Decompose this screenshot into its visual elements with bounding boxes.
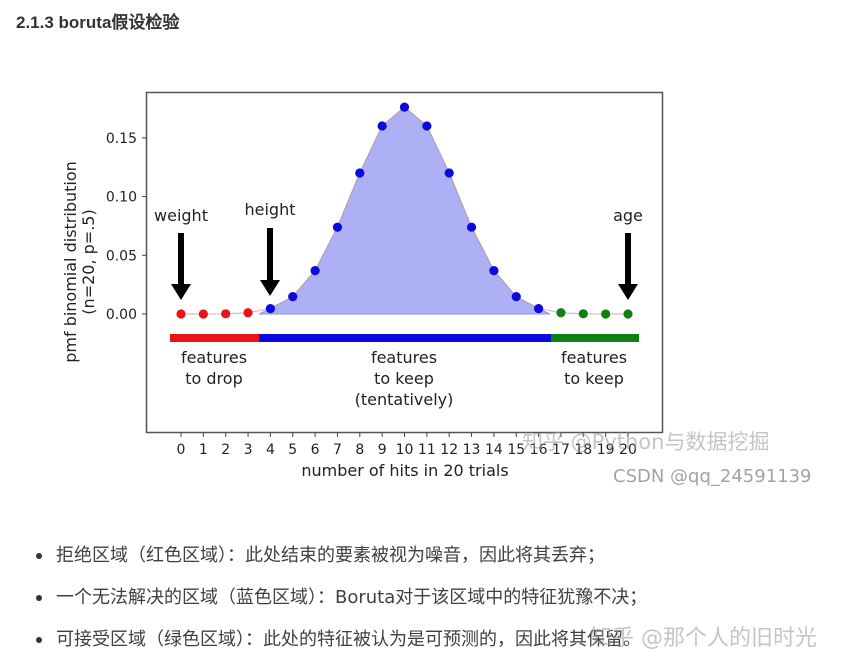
svg-text:weight: weight [154,206,208,225]
watermark-zhihu-chart: 知乎 @Python与数据挖掘 [522,430,770,454]
data-point [399,102,410,112]
bullet-icon [36,553,42,559]
svg-text:features: features [561,348,627,367]
svg-text:to keep: to keep [564,369,624,388]
data-point [511,292,521,302]
region-bar [170,334,259,342]
svg-text:20: 20 [619,442,637,458]
y-axis-label: pmf binomial distribution (n=20, p=.5) [61,161,98,363]
data-point [556,308,566,318]
region-label: features to drop [181,348,247,388]
region-description-list: 拒绝区域（红色区域）：此处结束的要素被视为噪音，因此将其丢弃； 一个无法解决的区… [0,535,863,661]
svg-text:9: 9 [378,442,387,458]
svg-text:5: 5 [288,442,297,458]
bullet-icon [36,595,42,601]
data-point [243,308,253,318]
svg-text:3: 3 [244,442,253,458]
arrow-down-icon [178,233,184,286]
data-point [578,309,588,319]
data-point [623,309,633,319]
svg-text:age: age [613,206,643,225]
y-axis: 0.00 0.05 0.10 0.15 [106,131,147,323]
data-point [601,309,611,319]
region-labels: features to drop features to keep (tentative… [181,348,627,409]
bullet-icon [36,637,42,643]
svg-text:10: 10 [396,442,414,458]
svg-text:13: 13 [463,442,481,458]
svg-text:features: features [371,348,437,367]
svg-text:to drop: to drop [185,369,242,388]
data-point [265,303,275,314]
chart-canvas: features to drop features to keep (tentative… [61,91,664,480]
list-item-blue-region: 一个无法解决的区域（蓝色区域）：Boruta对于该区域中的特征犹豫不决； [0,577,863,619]
svg-text:0: 0 [177,442,186,458]
svg-text:features: features [181,348,247,367]
svg-text:6: 6 [311,442,320,458]
data-point [198,309,208,319]
arrow-down-icon [267,228,273,282]
svg-text:(tentatively): (tentatively) [355,390,454,409]
data-point [176,309,186,319]
svg-text:12: 12 [440,442,458,458]
watermark-csdn: CSDN @qq_24591139 [613,466,812,487]
data-point [489,266,499,276]
svg-text:(n=20, p=.5): (n=20, p=.5) [79,209,98,314]
data-point [466,222,477,232]
svg-text:1: 1 [199,442,208,458]
data-point [422,121,432,131]
data-point [310,266,320,276]
watermark-zhihu-text: 知乎 @那个人的旧时光 [590,626,817,651]
svg-text:11: 11 [418,442,436,458]
region-label: features to keep [561,348,627,388]
svg-text:to keep: to keep [374,369,434,388]
region-bars [170,334,639,342]
data-point [377,121,387,131]
svg-text:pmf binomial distribution: pmf binomial distribution [61,161,80,363]
svg-text:15: 15 [507,442,525,458]
svg-text:4: 4 [266,442,275,458]
svg-text:16: 16 [530,442,548,458]
data-point [444,168,454,178]
data-point [221,309,231,319]
svg-text:18: 18 [574,442,592,458]
boruta-binomial-chart: features to drop features to keep (tentative… [61,91,812,487]
svg-text:0.10: 0.10 [106,190,137,206]
region-bar [259,334,551,342]
list-item-red-region: 拒绝区域（红色区域）：此处结束的要素被视为噪音，因此将其丢弃； [0,535,863,577]
region-label: features to keep (tentatively) [355,348,454,409]
region-bar [551,334,639,342]
x-axis: 0 1 2 3 4 5 6 7 8 9 10 11 12 13 14 15 16 17 18 19 20 [177,432,637,458]
pmf-markers [176,102,633,319]
feature-annotations: weight height age [154,200,643,300]
svg-text:0.05: 0.05 [106,248,137,264]
data-point [332,222,343,232]
arrow-annotation-height: height [245,200,296,296]
svg-text:height: height [245,200,296,219]
svg-text:14: 14 [485,442,503,458]
svg-text:19: 19 [597,442,615,458]
svg-text:0.15: 0.15 [106,131,137,147]
svg-text:17: 17 [552,442,570,458]
data-point [534,303,544,314]
x-axis-label: number of hits in 20 trials [301,461,508,480]
data-point [355,168,365,178]
section-heading: 2.1.3 boruta假设检验 [16,13,180,32]
svg-text:0.00: 0.00 [106,307,137,323]
svg-text:7: 7 [333,442,342,458]
arrow-down-icon [625,233,631,286]
data-point [288,292,298,302]
svg-text:2: 2 [221,442,230,458]
svg-text:8: 8 [355,442,364,458]
arrow-annotation-age: age [613,206,643,300]
list-item-green-region: 可接受区域（绿色区域）：此处的特征被认为是可预测的，因此将其保留。 [0,619,863,661]
arrow-annotation-weight: weight [154,206,208,300]
